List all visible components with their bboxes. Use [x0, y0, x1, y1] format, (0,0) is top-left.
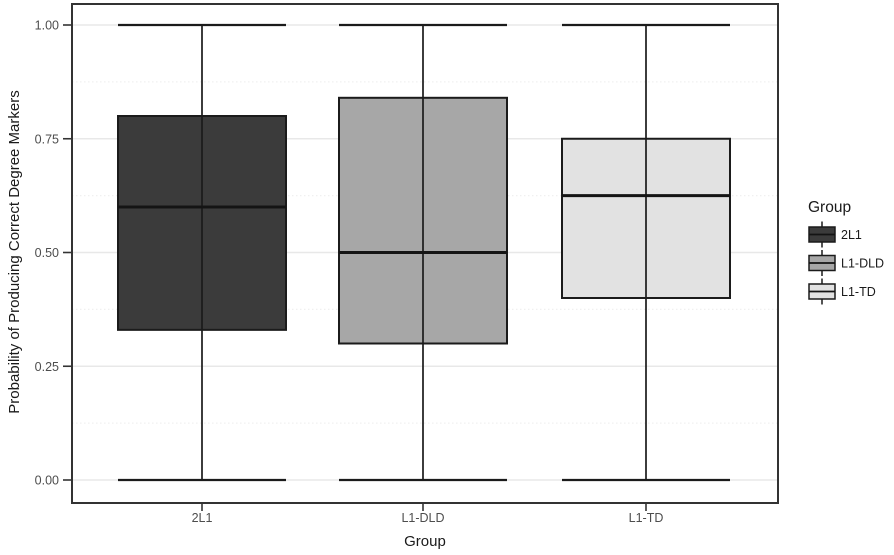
- x-tick-label: L1-DLD: [401, 511, 444, 525]
- x-axis-title: Group: [404, 533, 446, 550]
- y-tick-label: 0.00: [35, 474, 59, 488]
- legend-label-l1-dld: L1-DLD: [841, 257, 884, 271]
- y-tick-label: 0.25: [35, 360, 59, 374]
- legend-label-l1-td: L1-TD: [841, 285, 876, 299]
- x-tick-label: 2L1: [192, 511, 213, 525]
- y-tick-label: 0.50: [35, 246, 59, 260]
- legend-title: Group: [808, 199, 851, 216]
- legend-label-2l1: 2L1: [841, 228, 862, 242]
- panel-border: [71, 3, 779, 504]
- x-tick-label: L1-TD: [629, 511, 664, 525]
- y-axis-title: Probability of Producing Correct Degree …: [6, 90, 23, 413]
- y-tick-label: 1.00: [35, 19, 59, 33]
- y-tick-label: 0.75: [35, 132, 59, 146]
